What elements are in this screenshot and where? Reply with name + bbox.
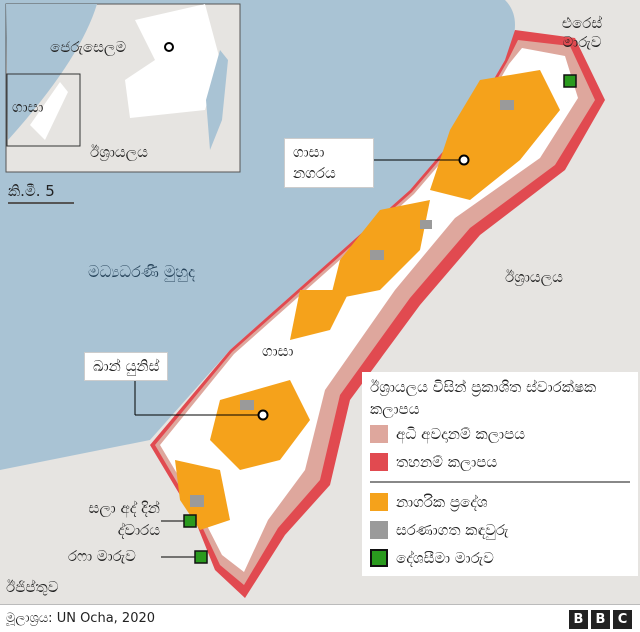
inset-gaza-label: ගාසා [12, 98, 44, 116]
rafah-label: රෆා මාරුව [68, 547, 136, 565]
legend-item: තහනම් කලාපය [370, 448, 630, 476]
crossing-swatch [370, 549, 388, 567]
erez-label: එරෙස් මාරුව [561, 14, 603, 51]
inset-israel-label: ඊශ්‍රායලය [90, 143, 148, 161]
gaza-inset-box [6, 73, 81, 147]
gaza-city-marker [458, 154, 470, 166]
israel-label: ඊශ්‍රායලය [505, 268, 563, 286]
gaza-city-label: ගාසා නගරය [284, 138, 374, 188]
refugee-swatch [370, 521, 388, 539]
west-bank [125, 4, 220, 118]
scale-label: කි.මී. 5 [8, 182, 55, 200]
gaza-label: ගාසා [262, 342, 294, 360]
dead-sea [206, 50, 228, 150]
legend-item: අධි අවදානම් කලාපය [370, 420, 630, 448]
salah-label: සලා අද් දින් ද්වාරය [88, 499, 160, 539]
khan-younis-label: ඛාන් යුනිස් [84, 352, 169, 381]
rafah-crossing-icon [194, 550, 208, 564]
legend-divider [370, 481, 630, 483]
high-risk-swatch [370, 425, 388, 443]
erez-crossing-icon [563, 74, 577, 88]
source-text: මූලාශ්‍රය: UN Ocha, 2020 [6, 611, 156, 626]
legend: ඊශ්‍රායලය විසින් ප්‍රකාශිත ස්වාරක්ෂක කලා… [362, 372, 638, 576]
urban-swatch [370, 493, 388, 511]
jerusalem-marker [164, 42, 174, 52]
jerusalem-label: ජෙරුසෙලම [50, 38, 127, 56]
legend-item: දේශසීමා මාරුව [370, 544, 630, 572]
sea-label: මධ්‍යධරණී මුහුද [88, 262, 196, 281]
khan-younis-marker [257, 409, 269, 421]
legend-title: ඊශ්‍රායලය විසින් ප්‍රකාශිත ස්වාරක්ෂක කලා… [370, 378, 597, 418]
no-go-swatch [370, 453, 388, 471]
legend-item: සරණාගත කඳවුරු [370, 516, 630, 544]
legend-item: නාගරික ප්‍රදේශ [370, 488, 630, 516]
egypt-label: ඊජිප්තුව [6, 578, 59, 596]
refugee-camps [190, 100, 514, 507]
salah-crossing-icon [183, 514, 197, 528]
